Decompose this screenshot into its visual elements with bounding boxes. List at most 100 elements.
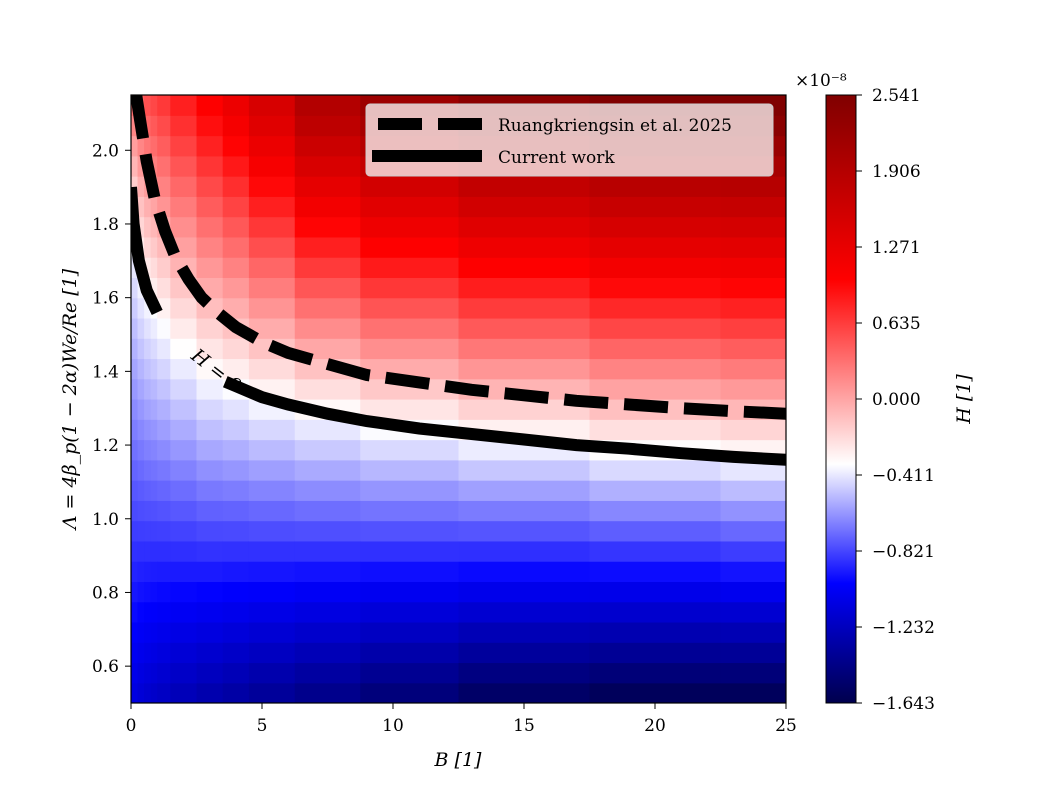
heatmap-cell (360, 338, 460, 360)
heatmap-cell (144, 662, 152, 684)
heatmap-cell (131, 176, 139, 197)
colorbar-scale-label: ×10⁻⁸ (795, 71, 847, 91)
heatmap-cell (458, 581, 591, 603)
heatmap-cell (248, 500, 296, 522)
heatmap-cell (222, 500, 250, 522)
heatmap-cell (170, 297, 198, 319)
heatmap-cell (720, 480, 786, 501)
heatmap-cell (458, 682, 591, 703)
heatmap-cell (157, 581, 171, 603)
heatmap-cell (720, 581, 786, 603)
heatmap-cell (248, 95, 296, 116)
heatmap-cell (458, 500, 591, 522)
heatmap-cell (150, 439, 158, 461)
heatmap-cell (170, 378, 198, 400)
y-tick-label: 1.0 (92, 510, 119, 530)
heatmap-cell (170, 439, 198, 461)
heatmap-cell (150, 135, 158, 157)
heatmap-cell (248, 155, 296, 177)
heatmap-cell (157, 540, 171, 562)
heatmap-cell (170, 581, 198, 603)
legend-label-0: Ruangkriengsin et al. 2025 (498, 116, 732, 136)
heatmap-cell (360, 176, 460, 197)
heatmap-cell (157, 358, 171, 380)
heatmap-cell (248, 480, 296, 501)
heatmap-cell (720, 176, 786, 197)
heatmap-cell (589, 358, 722, 380)
heatmap-cell (294, 277, 361, 299)
heatmap-cell (137, 621, 145, 643)
heatmap-cell (222, 480, 250, 501)
heatmap-cell (170, 338, 198, 360)
heatmap-cell (360, 439, 460, 461)
heatmap-cell (196, 95, 224, 96)
heatmap-cell (137, 601, 145, 623)
heatmap-cell (150, 95, 158, 116)
heatmap-cell (137, 439, 145, 461)
heatmap-cell (144, 419, 152, 441)
heatmap-cell (294, 621, 361, 643)
heatmap-cell (294, 95, 361, 96)
heatmap-cell (458, 196, 591, 218)
heatmap-cell (157, 378, 171, 400)
heatmap-cell (458, 520, 591, 542)
heatmap-cell (157, 642, 171, 664)
heatmap-cell (196, 338, 224, 360)
heatmap-cell (170, 317, 198, 339)
heatmap-cell (294, 297, 361, 319)
heatmap-cell (157, 662, 171, 684)
heatmap-cell (144, 642, 152, 664)
heatmap-cell (248, 135, 296, 157)
heatmap-cell (131, 399, 139, 420)
heatmap-cell (720, 520, 786, 542)
heatmap-cell (360, 561, 460, 582)
y-tick-label: 1.6 (92, 289, 119, 309)
heatmap-cell (150, 520, 158, 542)
heatmap-cell (458, 95, 591, 96)
colorbar-tick-label: 1.271 (872, 238, 921, 258)
heatmap-cell (150, 155, 158, 177)
heatmap-cell (222, 95, 250, 96)
heatmap-cell (170, 399, 198, 420)
heatmap-cell (196, 95, 224, 116)
heatmap-cell (150, 277, 158, 299)
heatmap-cell (360, 317, 460, 339)
heatmap-cell (137, 358, 145, 380)
y-tick-label: 2.0 (92, 141, 119, 161)
colorbar-tick-label: 0.635 (872, 314, 921, 334)
heatmap-cell (157, 338, 171, 360)
heatmap-cell (589, 581, 722, 603)
heatmap-cell (248, 561, 296, 582)
heatmap-cell (589, 520, 722, 542)
heatmap-cell (458, 601, 591, 623)
heatmap-cell (222, 540, 250, 562)
heatmap-cell (144, 317, 152, 339)
heatmap-cell (720, 378, 786, 400)
heatmap-cell (170, 540, 198, 562)
heatmap-cell (150, 621, 158, 643)
heatmap-cell (196, 236, 224, 258)
heatmap-cell (294, 135, 361, 157)
heatmap-cell (248, 621, 296, 643)
heatmap-cell (222, 95, 250, 116)
heatmap-cell (170, 480, 198, 501)
heatmap-cell (137, 196, 145, 218)
heatmap-cell (150, 601, 158, 623)
heatmap-cell (360, 399, 460, 420)
heatmap-cell (144, 399, 152, 420)
heatmap-cell (294, 459, 361, 481)
heatmap-cell (589, 480, 722, 501)
heatmap-cell (458, 642, 591, 664)
heatmap-cell (294, 682, 361, 703)
heatmap-cell (360, 277, 460, 299)
heatmap-cell (458, 338, 591, 360)
heatmap-cell (589, 176, 722, 197)
heatmap-cell (222, 682, 250, 703)
heatmap-cell (137, 95, 145, 96)
heatmap-cell (458, 399, 591, 420)
heatmap-cell (589, 540, 722, 562)
heatmap-cell (131, 155, 139, 177)
heatmap-cell (222, 257, 250, 278)
colorbar-label: H [1] (953, 374, 975, 425)
y-tick-label: 0.8 (92, 583, 119, 603)
